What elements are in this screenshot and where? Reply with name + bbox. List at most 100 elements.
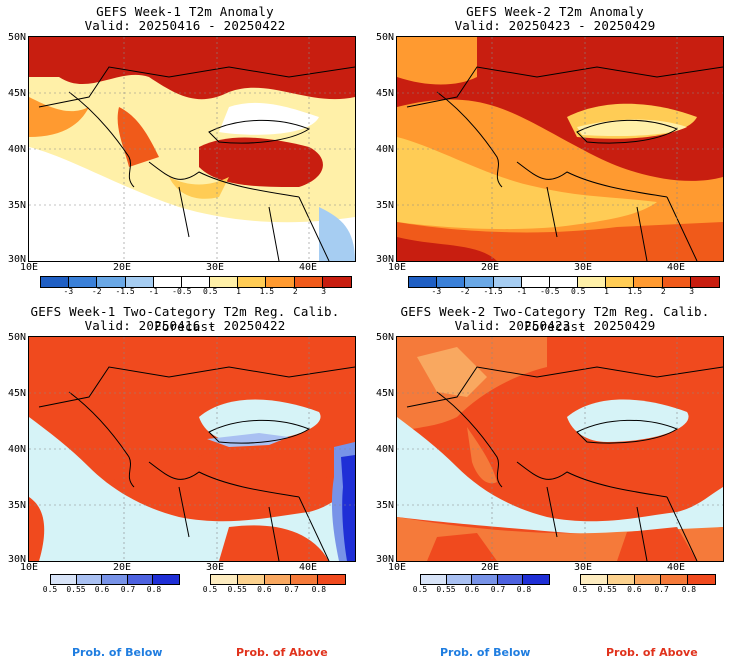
colorbar-swatch [41,277,70,287]
lat-label: 45N [375,88,394,99]
colorbar-swatch [634,575,662,584]
colorbar-tick-label: -1.5 [483,287,503,296]
lon-label: 20E [480,562,500,573]
colorbar-tick-label: 0.5 [202,585,218,594]
colorbar-tick-label: 1 [604,287,609,296]
legend-prob-below: Prob. of Below [440,646,531,659]
colorbar-tick-label: 1 [236,287,241,296]
colorbar-tick-label: -1 [516,287,527,296]
colorbar-swatch [549,277,579,287]
colorbar-swatch [493,277,522,287]
lat-label: 45N [375,388,394,399]
lat-label: 50N [7,32,26,43]
lat-label: 30N [7,254,26,265]
colorbar-swatch [51,575,77,584]
colorbar-tick-label: -3 [63,287,74,296]
colorbar-swatch [97,277,126,287]
anomaly-colorbar [40,276,352,288]
colorbar-swatch [264,575,292,584]
colorbar-tick-label: 0.6 [627,585,642,594]
lon-label: 30E [573,562,593,573]
map-week1-anomaly [28,36,356,262]
colorbar-tick-label: 2 [292,287,298,296]
colorbar-swatch [688,575,715,584]
colorbar-tick-label: -2 [459,287,470,296]
colorbar-swatch [181,277,211,287]
colorbar-swatch [76,575,103,584]
panel-title: GEFS Week-2 Two-Category T2m Reg. Calib.… [400,304,710,334]
prob-below-colorbar [50,574,180,585]
lat-label: 40N [7,444,26,455]
map-week2-probability [396,336,724,562]
colorbar-swatch [238,277,267,287]
colorbar-swatch [634,277,663,287]
colorbar-tick-label: -1.5 [115,287,135,296]
colorbar-tick-label: -0.5 [172,287,192,296]
panel-title: GEFS Week-2 T2m Anomaly [466,4,644,19]
colorbar-swatch [690,277,719,287]
map-week1-probability [28,336,356,562]
lat-label: 40N [375,144,394,155]
anomaly-colorbar [408,276,720,288]
lon-label: 30E [573,262,593,273]
colorbar-tick-label: 3 [321,287,327,296]
colorbar-swatch [581,575,608,584]
colorbar-swatch [421,575,447,584]
colorbar-swatch [409,277,438,287]
colorbar-tick-label: 0.8 [516,585,532,594]
colorbar-tick-label: 0.55 [66,585,86,594]
colorbar-swatch [606,277,635,287]
lon-label: 30E [205,262,225,273]
lat-label: 50N [7,332,26,343]
lon-label: 10E [387,562,407,573]
lat-label: 40N [7,144,26,155]
lat-label: 35N [375,500,394,511]
colorbar-tick-label: 0.8 [311,585,327,594]
colorbar-tick-label: 0.7 [490,585,506,594]
panel-title: GEFS Week-1 T2m Anomaly [96,4,274,19]
lon-label: 20E [112,562,132,573]
prob-below-colorbar [420,574,550,585]
colorbar-swatch [521,277,550,287]
colorbar-swatch [294,277,323,287]
colorbar-tick-label: 0.5 [42,585,58,594]
colorbar-tick-label: -0.5 [540,287,560,296]
colorbar-swatch [211,575,238,584]
lat-label: 35N [7,500,26,511]
colorbar-tick-label: 0.55 [597,585,617,594]
lon-label: 20E [480,262,500,273]
colorbar-tick-label: 0.5 [570,287,586,296]
colorbar-tick-label: 0.8 [681,585,697,594]
colorbar-swatch [662,277,691,287]
lat-label: 30N [375,554,394,565]
colorbar-swatch [497,575,524,584]
lat-label: 30N [7,554,26,565]
lon-label: 10E [19,562,39,573]
lon-label: 30E [205,562,225,573]
colorbar-swatch [465,277,494,287]
colorbar-swatch [446,575,473,584]
colorbar-tick-label: 2 [660,287,666,296]
colorbar-tick-label: -2 [91,287,102,296]
prob-above-colorbar [210,574,346,585]
colorbar-tick-label: 0.8 [146,585,162,594]
colorbar-swatch [153,575,179,584]
lat-label: 45N [7,88,26,99]
map-week2-anomaly [396,36,724,262]
colorbar-swatch [69,277,98,287]
colorbar-swatch [210,277,239,287]
colorbar-tick-label: 0.5 [572,585,588,594]
colorbar-swatch [578,277,607,287]
colorbar-swatch [125,277,154,287]
colorbar-swatch [102,575,128,584]
panel-valid-dates: Valid: 20250416 - 20250422 [84,18,286,33]
lat-label: 50N [375,32,394,43]
colorbar-swatch [523,575,549,584]
colorbar-tick-label: 3 [689,287,695,296]
colorbar-tick-label: 0.7 [284,585,299,594]
panel-valid-dates: Valid: 20250423 - 20250429 [454,318,656,333]
lon-label: 10E [19,262,39,273]
colorbar-swatch [291,575,319,584]
colorbar-tick-label: 0.5 [202,287,218,296]
legend-prob-above: Prob. of Above [236,646,328,659]
